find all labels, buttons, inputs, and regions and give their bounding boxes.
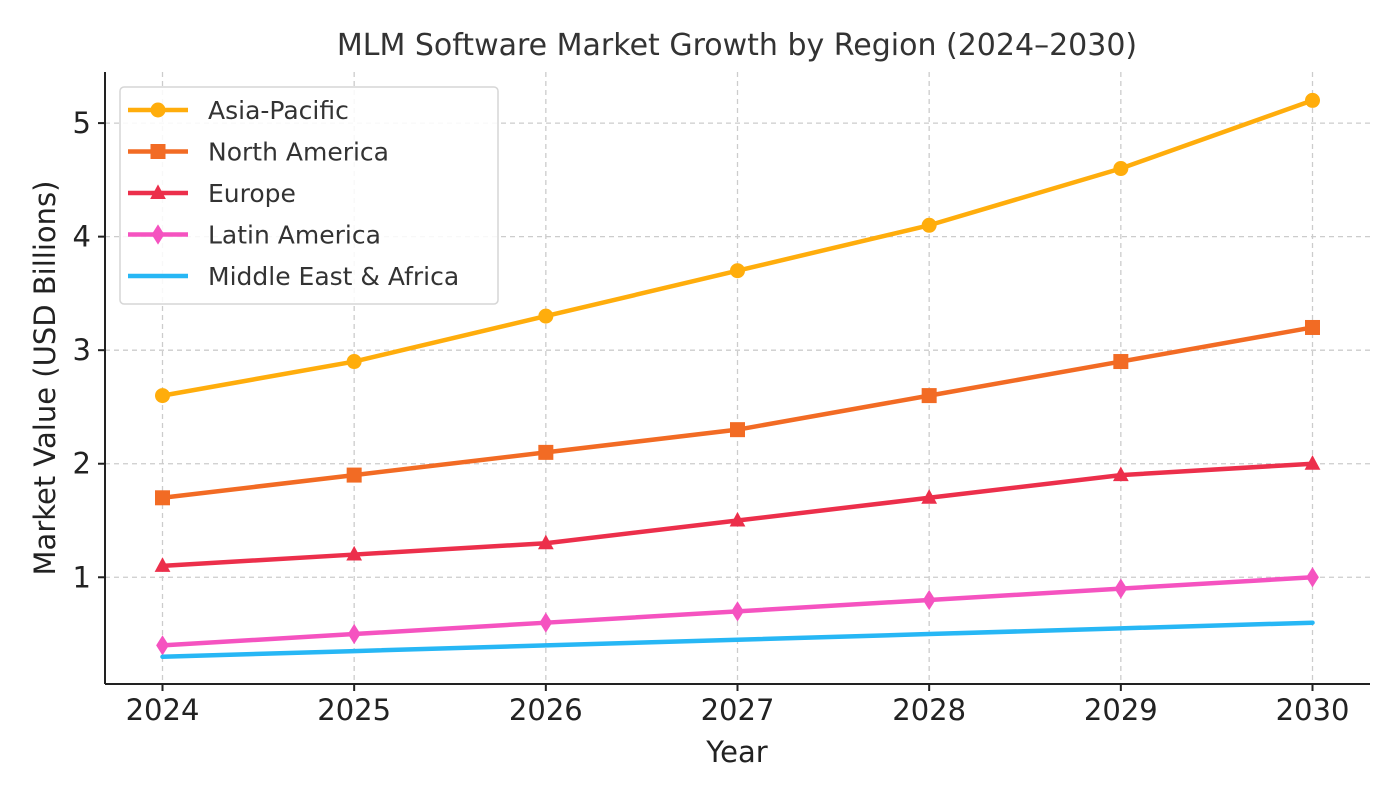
series-europe [154, 455, 1321, 572]
legend-marker [150, 102, 166, 118]
data-point-asia-pacific [155, 388, 170, 404]
x-tick-label: 2024 [126, 693, 200, 727]
legend-label: Latin America [208, 221, 381, 250]
series-line-middle-east-africa [160, 620, 1315, 659]
data-point-asia-pacific [1113, 161, 1129, 177]
data-point-europe [537, 534, 554, 550]
legend-label: North America [208, 138, 389, 167]
legend-marker [151, 224, 165, 245]
legend: Asia-Pacific North America Europe Latin Ame… [119, 86, 499, 305]
legend-item-middle-east-africa: Middle East & Africa [128, 262, 459, 291]
data-point-europe [729, 511, 746, 527]
legend-label: Asia-Pacific [208, 96, 349, 125]
data-point-latin-america [156, 635, 169, 656]
series-asia-pacific [155, 92, 1320, 404]
legend-label: Middle East & Africa [208, 262, 459, 291]
data-point-north-america [538, 444, 554, 460]
series-lines [154, 92, 1321, 659]
data-point-latin-america [347, 623, 361, 645]
y-axis-label: Market Value (USD Billions) [28, 181, 62, 576]
x-tick-label: 2028 [892, 693, 966, 727]
x-tick-label: 2027 [701, 693, 775, 727]
legend-marker [150, 144, 166, 159]
data-point-asia-pacific [730, 263, 745, 279]
data-point-europe [1304, 455, 1321, 470]
y-tick-label: 2 [73, 447, 91, 481]
data-point-north-america [155, 490, 170, 506]
x-tick-label: 2029 [1084, 693, 1158, 727]
y-tick-label: 5 [73, 106, 91, 140]
data-point-north-america [1113, 354, 1129, 370]
data-point-europe [346, 545, 363, 561]
legend-marker [150, 184, 166, 199]
data-point-latin-america [922, 589, 936, 611]
data-point-north-america [1305, 319, 1320, 335]
legend-item-north-america: North America [128, 138, 389, 167]
legend-item-latin-america: Latin America [128, 221, 381, 250]
series-middle-east-africa [160, 620, 1315, 659]
series-north-america [155, 319, 1320, 506]
data-point-latin-america [539, 612, 553, 633]
data-point-north-america [730, 422, 745, 438]
x-tick-label: 2025 [317, 693, 391, 727]
data-point-north-america [346, 467, 362, 483]
data-point-latin-america [1114, 578, 1128, 599]
legend-frame [119, 86, 499, 305]
legend-item-europe: Europe [128, 179, 296, 208]
data-point-europe [1112, 466, 1129, 482]
data-point-latin-america [1306, 567, 1319, 588]
y-tick-label: 3 [73, 333, 91, 367]
series-latin-america [156, 567, 1319, 656]
chart-title: MLM Software Market Growth by Region (20… [337, 28, 1137, 63]
legend-label: Europe [208, 179, 296, 208]
data-point-europe [921, 489, 938, 504]
x-tick-label: 2026 [509, 693, 583, 727]
data-point-asia-pacific [538, 308, 554, 324]
data-point-latin-america [731, 601, 744, 622]
x-tick-label: 2030 [1276, 693, 1350, 727]
data-point-asia-pacific [921, 217, 937, 233]
data-point-asia-pacific [346, 354, 362, 370]
data-point-north-america [921, 388, 937, 404]
x-axis-label: Year [705, 735, 767, 769]
legend-item-asia-pacific: Asia-Pacific [128, 96, 349, 125]
y-tick-label: 4 [73, 220, 91, 254]
data-point-asia-pacific [1305, 92, 1320, 108]
axis-ticks: 2024 2025 2026 2027 2028 2029 2030 1 2 3 4 5 [73, 106, 1350, 727]
y-tick-label: 1 [73, 560, 91, 594]
data-point-europe [154, 557, 171, 572]
